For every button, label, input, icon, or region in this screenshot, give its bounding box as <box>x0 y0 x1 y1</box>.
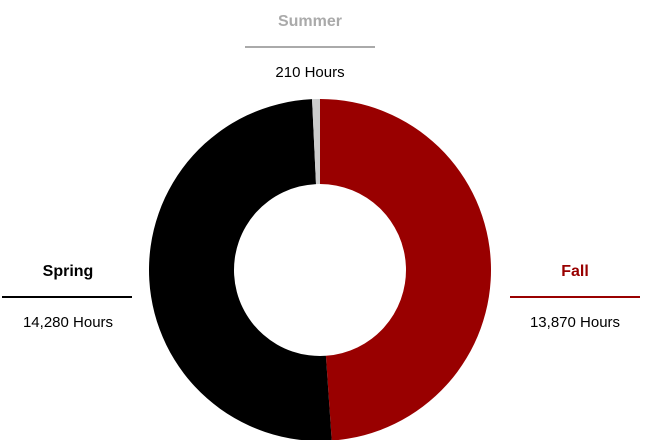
value-label: 210 Hours <box>275 64 344 81</box>
category-label: Fall <box>561 263 589 280</box>
category-label: Spring <box>43 263 94 280</box>
value-label: 14,280 Hours <box>23 314 113 331</box>
slice <box>149 99 332 440</box>
slice <box>320 99 492 440</box>
value-label: 13,870 Hours <box>530 314 620 331</box>
category-label: Summer <box>278 13 342 30</box>
slice <box>312 99 320 185</box>
